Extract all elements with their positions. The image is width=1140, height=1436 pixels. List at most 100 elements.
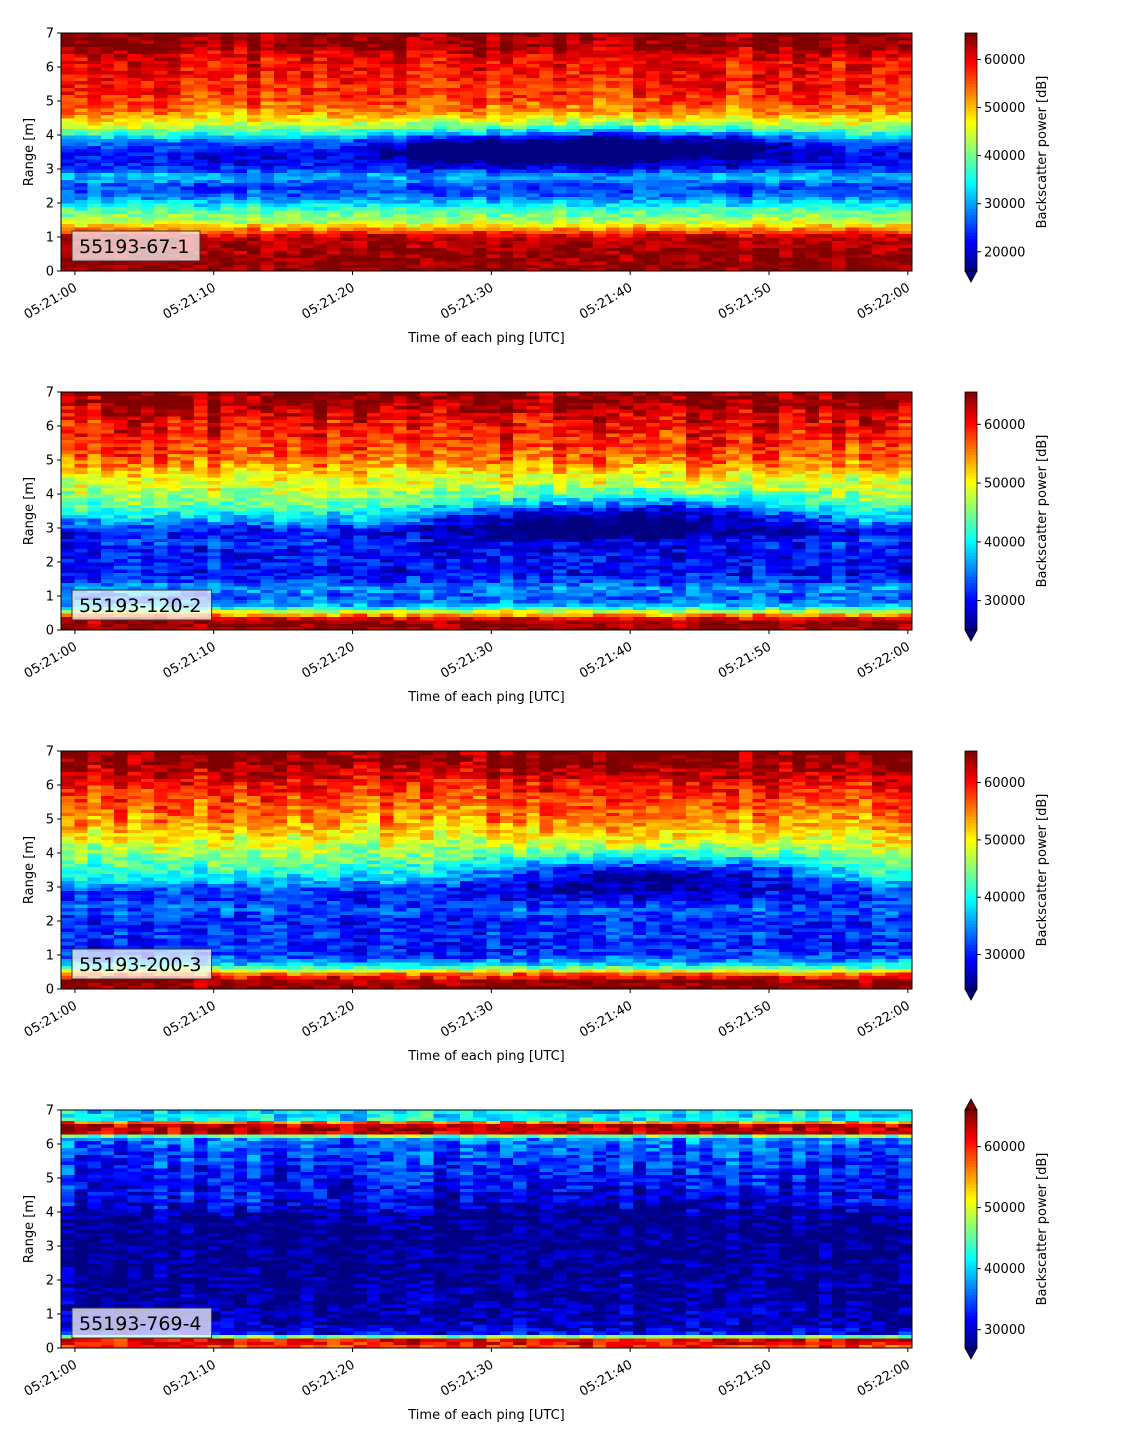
heatmap-cell <box>459 118 474 122</box>
heatmap-cell <box>699 33 714 37</box>
heatmap-cell <box>247 60 262 65</box>
heatmap-cell <box>300 264 315 269</box>
heatmap-cell <box>526 264 541 269</box>
heatmap-cell <box>87 84 102 88</box>
heatmap-cell <box>526 243 541 248</box>
heatmap-cell <box>193 162 208 167</box>
heatmap-cell <box>340 43 355 48</box>
heatmap-cell <box>898 165 913 170</box>
heatmap-cell <box>805 216 820 221</box>
heatmap-cell <box>420 36 434 41</box>
heatmap-cell <box>260 43 275 48</box>
heatmap-cell <box>433 162 448 167</box>
heatmap-cell <box>87 104 102 109</box>
heatmap-cell <box>260 77 275 82</box>
heatmap-cell <box>207 107 222 112</box>
heatmap-cell <box>74 260 89 265</box>
heatmap-cell <box>406 111 421 116</box>
heatmap-cell <box>300 203 315 207</box>
heatmap-cell <box>61 46 75 51</box>
heatmap-cell <box>220 250 235 255</box>
heatmap-cell <box>207 257 222 262</box>
heatmap-cell <box>353 182 368 187</box>
heatmap-cell <box>313 223 328 228</box>
heatmap-cell <box>233 148 248 153</box>
panel-label-text: 55193-67-1 <box>79 236 189 258</box>
heatmap-cell <box>632 175 647 180</box>
heatmap-cell <box>353 111 368 116</box>
heatmap-cell <box>220 114 235 119</box>
heatmap-cell <box>233 223 248 228</box>
heatmap-cell <box>127 114 142 119</box>
heatmap-cell <box>154 114 168 119</box>
heatmap-cell <box>300 73 315 78</box>
heatmap-cell <box>832 165 847 170</box>
heatmap-cell <box>193 145 208 150</box>
heatmap-cell <box>606 175 621 180</box>
heatmap-cell <box>885 33 900 37</box>
heatmap-cell <box>473 138 488 143</box>
heatmap-cell <box>273 203 288 207</box>
heatmap-cell <box>739 250 754 255</box>
heatmap-cell <box>207 90 222 95</box>
heatmap-cell <box>247 56 262 61</box>
colorbar-tick-label: 30000 <box>984 197 1025 212</box>
heatmap-cell <box>818 209 833 214</box>
heatmap-cell <box>193 169 208 173</box>
heatmap-cell <box>180 131 195 136</box>
heatmap-cell <box>114 111 129 116</box>
heatmap-cell <box>366 237 381 241</box>
heatmap-cell <box>233 121 248 126</box>
heatmap-cell <box>712 165 727 170</box>
heatmap-cell <box>393 73 408 78</box>
heatmap-cell <box>114 453 129 458</box>
heatmap-cell <box>114 419 129 424</box>
heatmap-cell <box>193 53 208 58</box>
heatmap-cell <box>273 104 288 109</box>
heatmap-cell <box>260 240 275 245</box>
heatmap-cell <box>287 135 301 139</box>
heatmap-cell <box>459 203 474 207</box>
heatmap-cell <box>87 213 102 218</box>
heatmap-cell <box>380 189 395 194</box>
heatmap-cell <box>207 254 222 258</box>
heatmap-cell <box>167 111 182 116</box>
heatmap-cell <box>114 87 129 92</box>
heatmap-cell <box>167 80 182 85</box>
heatmap-cell <box>380 70 395 75</box>
heatmap-cell <box>433 50 448 54</box>
x-tick-label: 05:21:10 <box>161 280 219 322</box>
heatmap-cell <box>207 230 222 235</box>
heatmap-cell <box>646 264 660 269</box>
heatmap-cell <box>380 114 395 119</box>
heatmap-cell <box>433 175 448 180</box>
heatmap-cell <box>473 213 488 218</box>
heatmap-cell <box>459 124 474 129</box>
heatmap-cell <box>579 141 594 146</box>
heatmap-cell <box>154 46 168 51</box>
heatmap-cell <box>180 158 195 163</box>
heatmap-cell <box>87 402 102 407</box>
heatmap-cell <box>100 84 115 88</box>
heatmap-cell <box>513 226 527 231</box>
heatmap-cell <box>792 233 807 238</box>
heatmap-cell <box>233 80 248 85</box>
heatmap-cell <box>353 46 368 51</box>
heatmap-cell <box>140 36 155 41</box>
heatmap-cell <box>473 128 488 133</box>
heatmap-cell <box>353 175 368 180</box>
heatmap-cell <box>193 216 208 221</box>
heatmap-cell <box>539 216 554 221</box>
heatmap-cell <box>233 230 248 235</box>
heatmap-cell <box>326 80 341 85</box>
heatmap-cell <box>326 179 341 184</box>
heatmap-cell <box>366 50 381 54</box>
heatmap-cell <box>220 189 235 194</box>
heatmap-cell <box>300 199 315 204</box>
heatmap-cell <box>380 243 395 248</box>
heatmap-cell <box>233 107 248 112</box>
heatmap-cell <box>792 209 807 214</box>
heatmap-cell <box>459 192 474 197</box>
heatmap-cell <box>513 148 527 153</box>
heatmap-cell <box>872 33 887 37</box>
